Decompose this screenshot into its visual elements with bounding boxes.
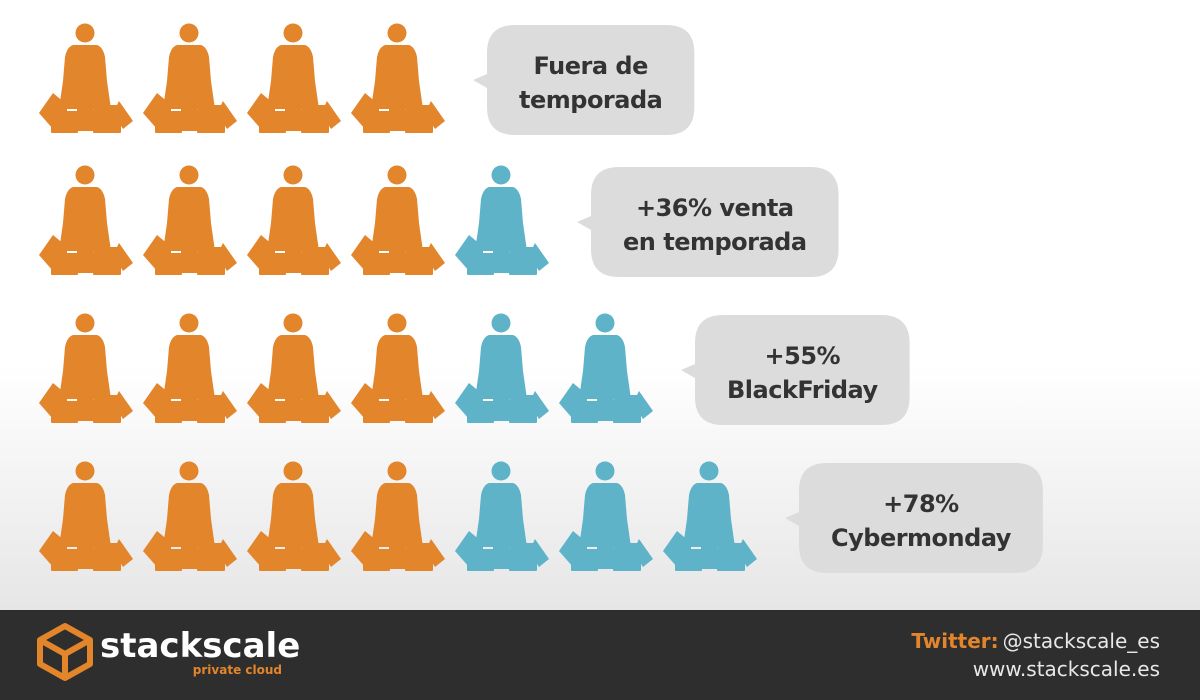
- footer-bar: [0, 610, 1200, 700]
- twitter: Twitter: @stackscale_es: [911, 629, 1160, 653]
- bubble-text-group: +55% BlackFriday: [727, 342, 879, 404]
- bubble-text-group: +78% Cybermonday: [831, 490, 1012, 552]
- twitter-label: Twitter:: [911, 629, 998, 653]
- bubble-text: +55%: [765, 342, 841, 370]
- bubble-text-group: Fuera de temporada: [519, 52, 663, 114]
- logo-icon: [37, 623, 93, 681]
- row: +78% Cybermonday: [39, 461, 1043, 573]
- bubble-text-group: +36% venta en temporada: [623, 194, 807, 256]
- speech-bubble: [681, 315, 910, 425]
- bubble-text: +36% venta: [636, 194, 794, 222]
- speech-bubble: [473, 25, 695, 135]
- twitter-handle: @stackscale_es: [1003, 629, 1160, 653]
- bubble-text: Fuera de: [533, 52, 648, 80]
- bubble-text: temporada: [519, 86, 662, 114]
- footer: stackscale private cloud Twitter: @stacks…: [0, 610, 1200, 700]
- website: www.stackscale.es: [973, 657, 1160, 681]
- speech-bubble: [577, 167, 839, 277]
- row: +55% BlackFriday: [39, 313, 910, 425]
- speech-bubble: [785, 463, 1043, 573]
- bubble-text: en temporada: [623, 228, 807, 256]
- bubble-text: +78%: [883, 490, 959, 518]
- bubble-text: Cybermonday: [831, 524, 1012, 552]
- tagline: private cloud: [193, 663, 282, 677]
- row: +36% venta en temporada: [39, 165, 839, 277]
- brand: stackscale: [100, 626, 300, 666]
- bubble-text: BlackFriday: [727, 376, 878, 404]
- row: Fuera de temporada: [39, 23, 695, 135]
